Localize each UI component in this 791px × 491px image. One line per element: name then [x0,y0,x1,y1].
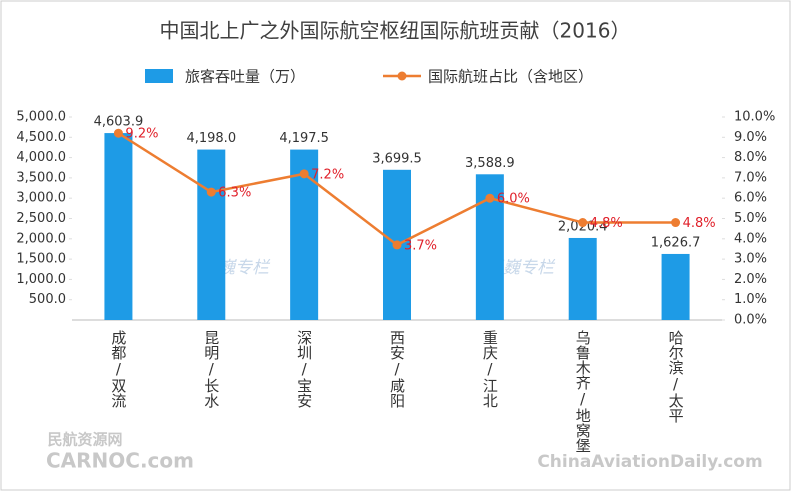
chart-title: 中国北上广之外国际航空枢纽国际航班贡献（2016） [160,19,631,43]
x-tick-label: 乌鲁木齐/地窝堡 [574,330,592,453]
bar-value-label: 4,197.5 [279,131,329,146]
legend-label: 国际航班占比（含地区） [428,68,593,86]
y-tick-label: 1,500.0 [16,252,66,267]
bar-value-label: 3,588.9 [465,156,515,171]
y2-tick-label: 2.0% [734,272,767,287]
y-tick-label: 3,000.0 [16,191,66,206]
bar-value-label: 4,198.0 [186,131,236,146]
bar [104,133,133,320]
y2-tick-label: 0.0% [734,313,767,328]
x-tick-label: 成都/双流 [109,330,127,409]
y2-tick-label: 5.0% [734,211,767,226]
y2-tick-label: 9.0% [734,130,767,145]
line-point [113,128,123,138]
x-tick-label: 昆明/长水 [202,330,220,408]
x-tick-label: 重庆/江北 [481,330,499,408]
line-value-label: 7.2% [311,167,344,182]
y-tick-label: 4,000.0 [16,150,66,165]
legend-swatch [397,71,407,81]
bar [197,149,226,320]
y-tick-label: 5,000.0 [16,110,66,125]
x-tick-label: 哈尔滨/太平 [667,330,685,423]
y2-tick-label: 1.0% [734,292,767,307]
watermark: CARNOC.com [46,449,194,473]
bar [568,237,597,320]
line-value-label: 3.7% [404,238,437,253]
watermark: 民航资源网 [47,431,122,449]
bar-value-label: 4,603.9 [94,115,144,130]
y-tick-label: 3,500.0 [16,170,66,185]
line-value-label: 4.8% [590,216,623,231]
bar [661,253,690,320]
line-value-label: 4.8% [683,216,716,231]
y-tick-label: 500.0 [29,292,66,307]
legend-swatch [145,69,173,83]
x-tick-label: 深圳/宝安 [295,330,313,408]
y2-tick-label: 6.0% [734,191,767,206]
y2-tick-label: 10.0% [734,110,775,125]
y2-tick-label: 3.0% [734,252,767,267]
line-point [485,193,495,203]
y-tick-label: 2,000.0 [16,231,66,246]
x-tick-label: 西安/咸阳 [388,330,406,408]
bar-value-label: 3,699.5 [372,151,422,166]
line-point [671,218,681,228]
line-value-label: 9.2% [125,127,158,142]
line-point [206,187,216,197]
line-value-label: 6.0% [497,192,530,207]
y2-tick-label: 7.0% [734,170,767,185]
line-point [392,240,402,250]
line-point [578,218,588,228]
line-value-label: 6.3% [218,186,251,201]
y2-tick-label: 4.0% [734,231,767,246]
y-tick-label: 2,500.0 [16,211,66,226]
y2-tick-label: 8.0% [734,150,767,165]
y-tick-label: 4,500.0 [16,130,66,145]
bar-value-label: 1,626.7 [651,235,701,250]
watermark: ChinaAviationDaily.com [537,452,762,472]
legend-label: 旅客吞吐量（万） [185,68,305,86]
y-tick-label: 1,000.0 [16,272,66,287]
line-point [299,169,309,179]
